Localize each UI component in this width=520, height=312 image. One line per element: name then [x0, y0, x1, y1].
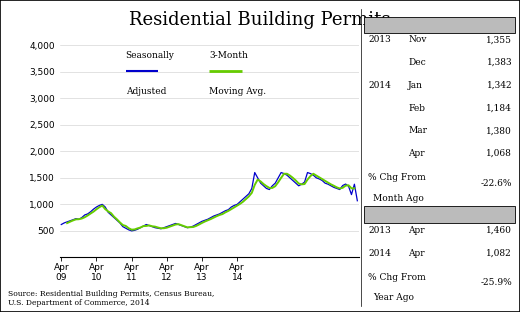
Text: Feb: Feb [408, 104, 425, 113]
Text: Apr: Apr [408, 149, 425, 158]
Text: Nov: Nov [408, 35, 427, 44]
Text: 1,355: 1,355 [486, 35, 512, 44]
Text: Jan: Jan [408, 81, 423, 90]
Text: 1,460: 1,460 [486, 226, 512, 235]
Text: 2014: 2014 [368, 249, 391, 258]
Text: Seasonally: Seasonally [126, 51, 174, 60]
Text: Month Ago: Month Ago [373, 194, 424, 203]
Text: unadjusted: unadjusted [414, 210, 465, 219]
Text: 2013: 2013 [368, 35, 391, 44]
Text: Adjusted: Adjusted [126, 87, 166, 96]
Text: Moving Avg.: Moving Avg. [209, 87, 266, 96]
Text: 1,342: 1,342 [487, 81, 512, 90]
Text: Residential Building Permits: Residential Building Permits [129, 11, 391, 29]
Text: seasonally adjusted: seasonally adjusted [395, 21, 484, 29]
Text: % Chg From: % Chg From [368, 173, 426, 183]
Text: 2014: 2014 [368, 81, 391, 90]
Text: 3-Month: 3-Month [209, 51, 248, 60]
Text: 2013: 2013 [368, 226, 391, 235]
Text: % Chg From: % Chg From [368, 273, 426, 282]
Text: Year Ago: Year Ago [373, 293, 414, 302]
Text: 1,184: 1,184 [486, 104, 512, 113]
Text: Apr: Apr [408, 226, 425, 235]
Text: Mar: Mar [408, 126, 427, 135]
Text: -25.9%: -25.9% [480, 279, 512, 287]
Text: Dec: Dec [408, 58, 426, 67]
Text: -22.6%: -22.6% [480, 179, 512, 188]
Text: Source: Residential Building Permits, Census Bureau,
U.S. Department of Commerce: Source: Residential Building Permits, Ce… [8, 290, 214, 307]
Text: 1,380: 1,380 [486, 126, 512, 135]
Text: Apr: Apr [408, 249, 425, 258]
Text: 1,383: 1,383 [487, 58, 512, 67]
Text: 1,068: 1,068 [486, 149, 512, 158]
Text: 1,082: 1,082 [486, 249, 512, 258]
